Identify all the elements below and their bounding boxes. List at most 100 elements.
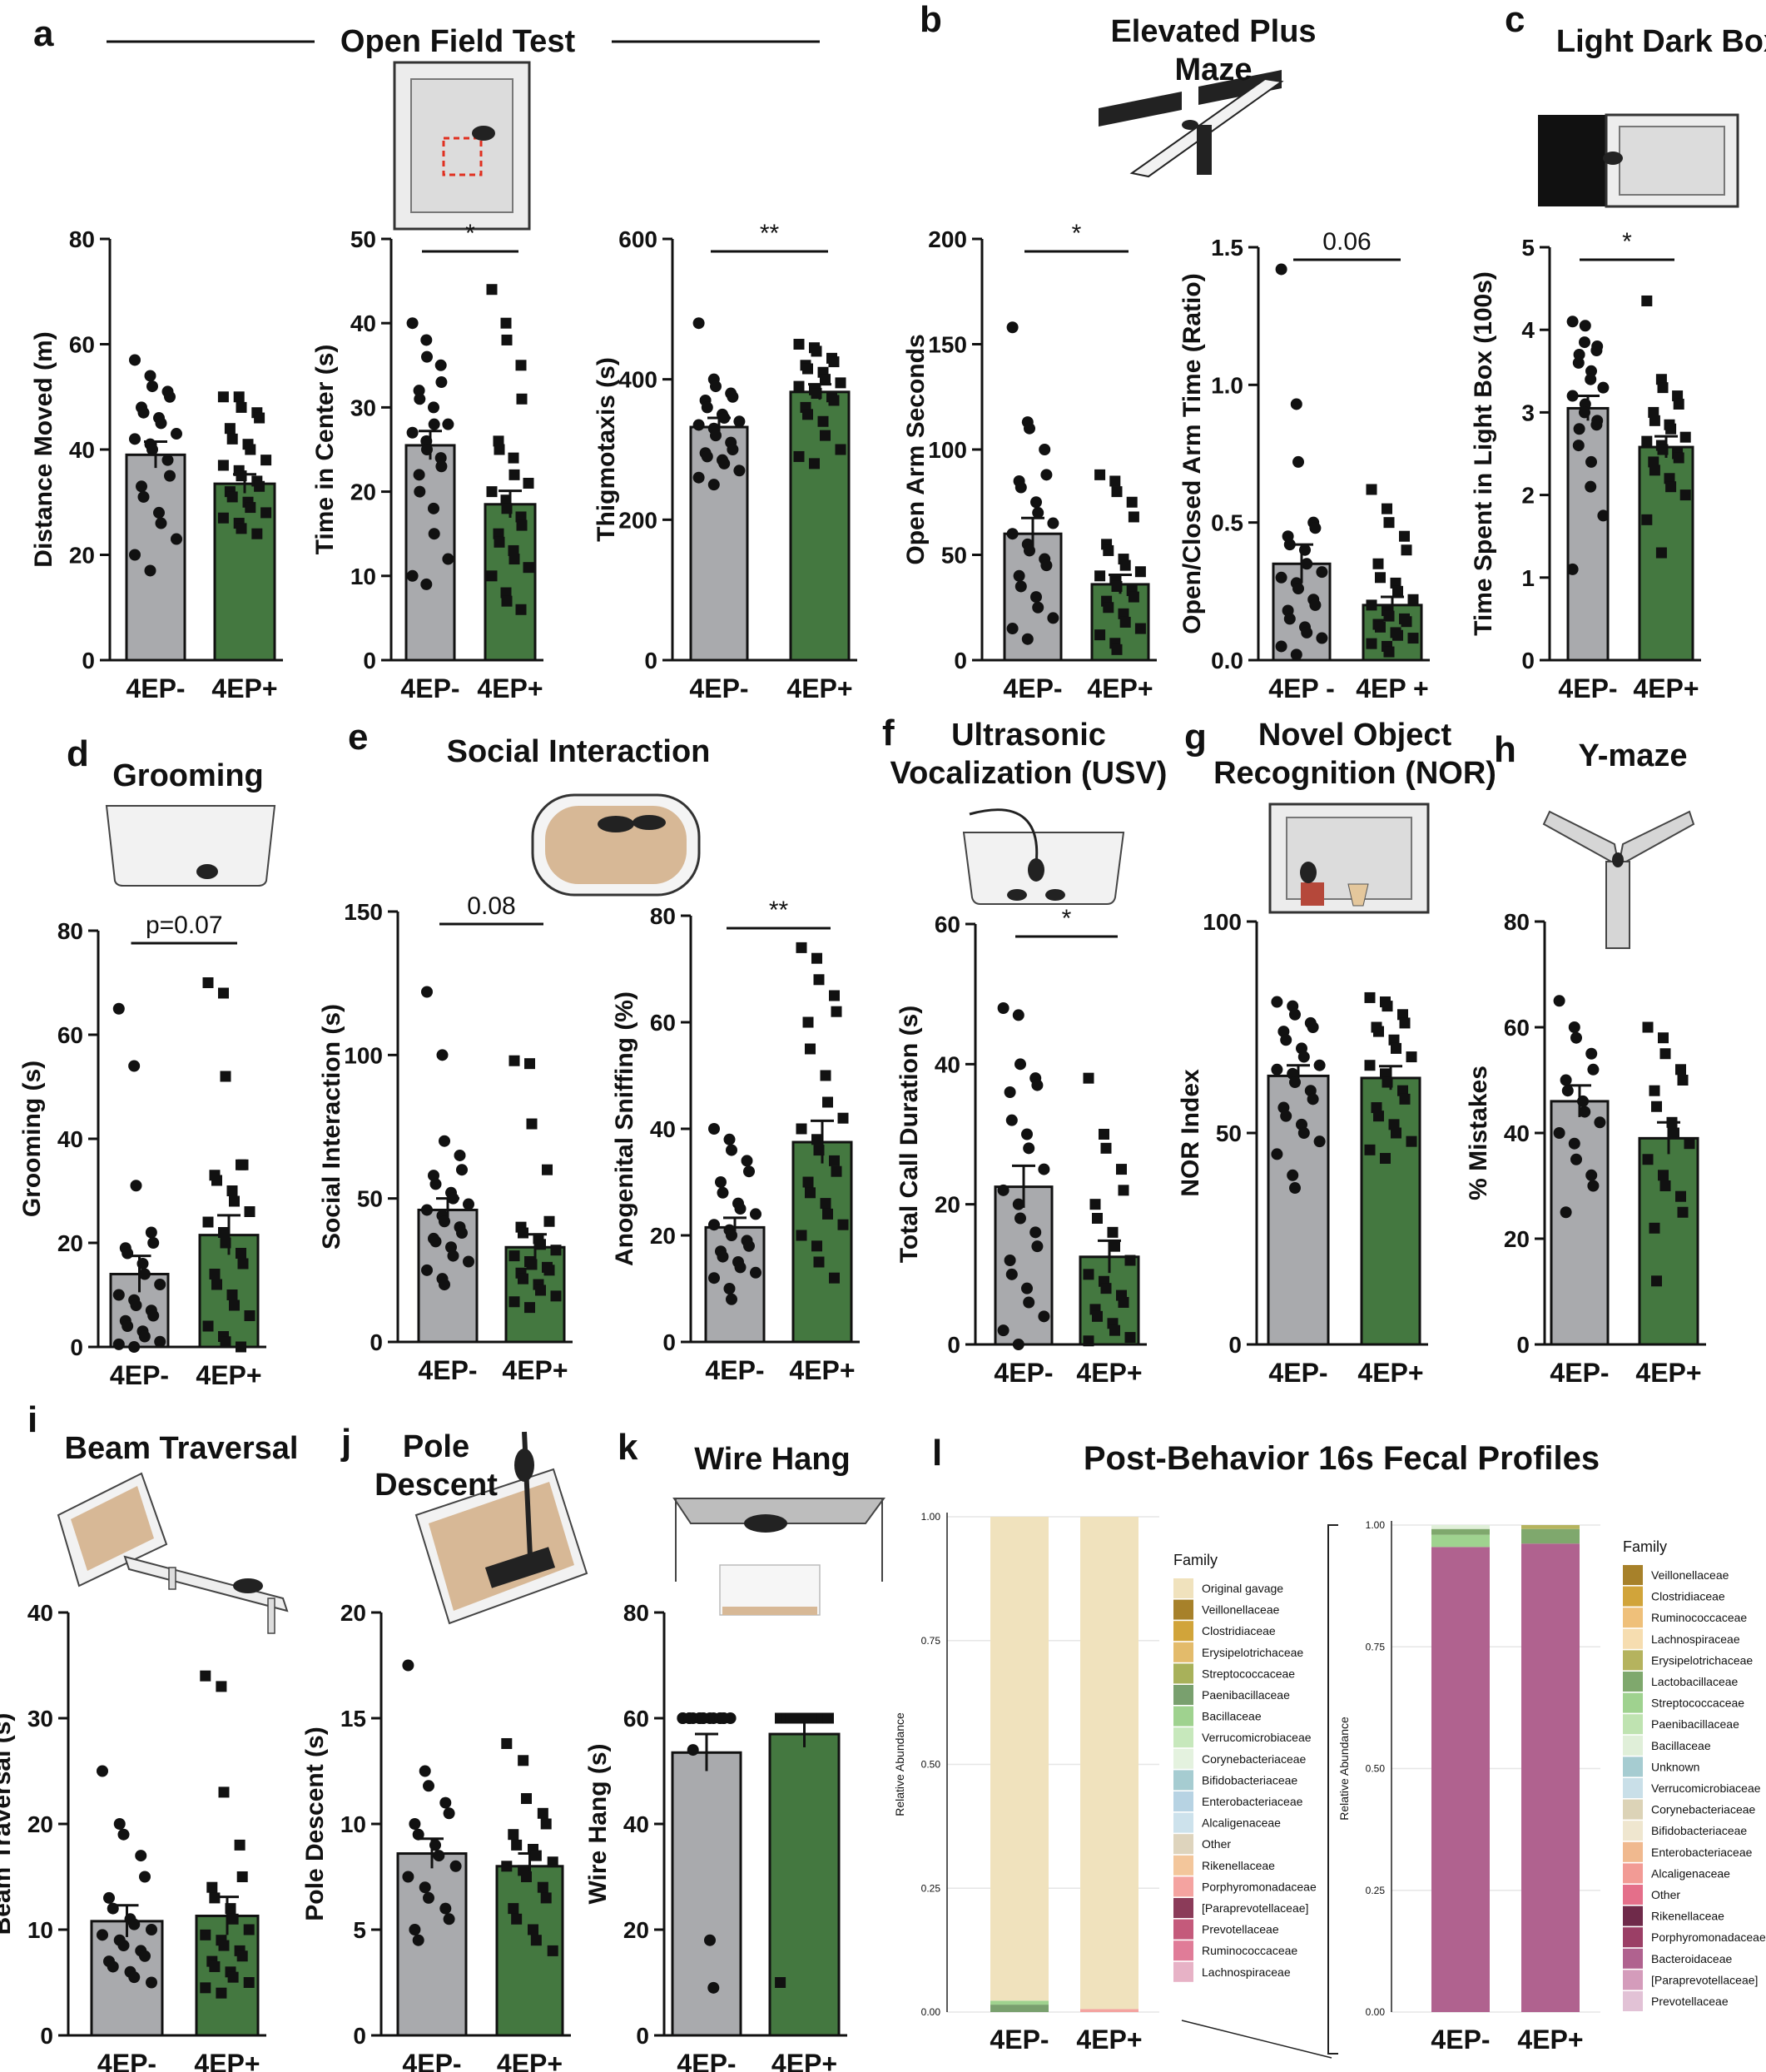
- panel-letter: l: [932, 1433, 942, 1473]
- data-point: [837, 1112, 849, 1124]
- data-point: [443, 1913, 455, 1925]
- data-point: [704, 1934, 716, 1946]
- legend-item: Lactobacillaceae: [1651, 1675, 1739, 1688]
- legend-swatch: [1623, 1628, 1643, 1649]
- data-point: [200, 1670, 211, 1682]
- data-point: [243, 1977, 255, 1988]
- legend-title: Family: [1623, 1538, 1667, 1555]
- data-point: [442, 418, 454, 430]
- y-tick-label: 30: [350, 395, 376, 420]
- data-point: [147, 1237, 160, 1249]
- data-point: [171, 428, 182, 440]
- data-point: [1407, 594, 1419, 605]
- data-point: [220, 1237, 231, 1249]
- data-point: [796, 1230, 807, 1241]
- legend-swatch: [1173, 1642, 1193, 1662]
- data-point: [1040, 469, 1053, 481]
- data-point: [245, 502, 256, 514]
- data-point: [220, 1071, 231, 1082]
- data-point: [429, 1178, 442, 1190]
- data-point: [820, 430, 831, 441]
- legend-item: Clostridiaceae: [1202, 1624, 1276, 1637]
- y-tick-label: 0.00: [921, 2006, 941, 2018]
- legend-item: [Paraprevotellaceae]: [1202, 1901, 1308, 1915]
- data-point: [218, 1786, 230, 1798]
- data-point: [236, 1248, 246, 1259]
- data-point: [1684, 1138, 1695, 1150]
- legend-swatch: [1173, 1621, 1193, 1642]
- data-point: [1673, 398, 1684, 410]
- data-point: [1388, 1034, 1400, 1046]
- data-point: [1094, 469, 1106, 480]
- data-point: [508, 469, 520, 480]
- data-point: [1675, 1190, 1686, 1202]
- y-tick-label: 10: [340, 1811, 366, 1837]
- data-point: [1307, 1021, 1319, 1033]
- data-point: [1568, 1137, 1580, 1150]
- legend-swatch: [1623, 1799, 1643, 1820]
- data-point: [1119, 616, 1131, 628]
- data-point: [164, 390, 176, 403]
- legend-item: Paenibacillaceae: [1202, 1688, 1290, 1702]
- data-point: [112, 1002, 125, 1015]
- data-point: [146, 1976, 157, 1989]
- data-point: [103, 1891, 115, 1904]
- data-point: [526, 1259, 538, 1270]
- panel-letter: g: [1184, 717, 1207, 758]
- data-point: [1094, 629, 1106, 641]
- data-point: [236, 523, 247, 534]
- data-point: [542, 1164, 553, 1175]
- y-tick-label: 0.75: [921, 1635, 941, 1647]
- data-point: [726, 1293, 737, 1305]
- data-point: [1566, 563, 1579, 575]
- y-tick-label: 100: [928, 437, 967, 463]
- data-point: [793, 339, 805, 350]
- legend-item: Bifidobacteriaceae: [1202, 1773, 1297, 1786]
- data-point: [1004, 1086, 1016, 1098]
- social-interaction-cage-illustration: [531, 793, 701, 897]
- legend-swatch: [1173, 1663, 1193, 1684]
- legend-item: Alcaligenaceae: [1651, 1866, 1730, 1880]
- y-tick-label: 1.00: [921, 1511, 941, 1523]
- data-point: [516, 519, 528, 531]
- legend-item: Bacillaceae: [1202, 1710, 1262, 1723]
- x-category-label: 4EP+: [1517, 2025, 1583, 2055]
- data-point: [409, 1818, 421, 1830]
- data-point: [1373, 1026, 1384, 1037]
- legend-swatch: [1173, 1940, 1193, 1961]
- data-point: [1666, 1116, 1678, 1128]
- legend-item: Enterobacteriaceae: [1202, 1795, 1303, 1808]
- significance-label: **: [769, 897, 789, 924]
- bar-4ep-neg: [396, 1852, 468, 2037]
- data-point: [428, 528, 440, 540]
- data-point: [1665, 481, 1677, 493]
- data-point: [493, 528, 504, 539]
- data-point: [741, 1155, 753, 1167]
- data-point: [535, 1284, 546, 1296]
- significance-label: *: [465, 220, 475, 247]
- data-point: [454, 1149, 466, 1161]
- light-dark-box-illustration: [1538, 113, 1739, 208]
- data-point: [216, 1681, 227, 1692]
- legend-item: Erysipelotrichaceae: [1202, 1646, 1303, 1659]
- y-tick-label: 80: [623, 1600, 649, 1626]
- data-point: [820, 1198, 831, 1210]
- data-point: [802, 363, 813, 375]
- data-point: [421, 350, 433, 363]
- data-point: [423, 1891, 434, 1904]
- stack-segment: [1431, 1547, 1490, 2012]
- data-point: [1383, 610, 1395, 622]
- panel-letter: f: [882, 713, 895, 753]
- data-point: [226, 433, 238, 445]
- x-category-label: 4EP-: [97, 2049, 156, 2072]
- data-point: [1673, 452, 1684, 464]
- data-point: [129, 549, 141, 561]
- data-point: [727, 444, 739, 455]
- data-point: [1092, 1213, 1103, 1224]
- y-tick-label: 0: [82, 648, 95, 673]
- stack-segment: [1521, 1528, 1580, 1544]
- stack-segment: [1521, 1543, 1580, 2012]
- data-point: [1111, 486, 1123, 498]
- data-point: [813, 1145, 825, 1156]
